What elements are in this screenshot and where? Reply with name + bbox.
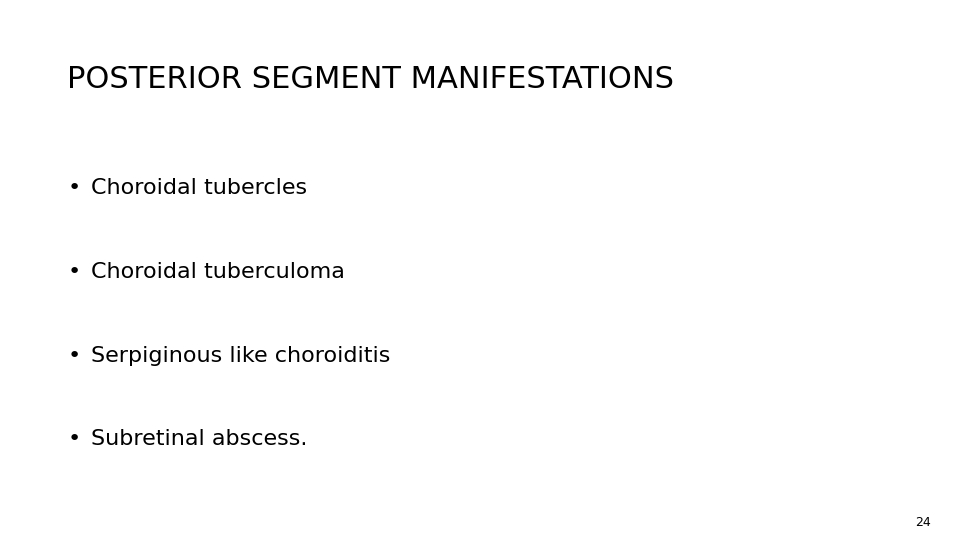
Text: •: •	[67, 178, 81, 198]
Text: •: •	[67, 262, 81, 282]
Text: Choroidal tuberculoma: Choroidal tuberculoma	[91, 262, 345, 282]
Text: 24: 24	[916, 516, 931, 529]
Text: Serpiginous like choroiditis: Serpiginous like choroiditis	[91, 346, 391, 366]
Text: Subretinal abscess.: Subretinal abscess.	[91, 429, 307, 449]
Text: •: •	[67, 429, 81, 449]
Text: •: •	[67, 346, 81, 366]
Text: Choroidal tubercles: Choroidal tubercles	[91, 178, 307, 198]
Text: POSTERIOR SEGMENT MANIFESTATIONS: POSTERIOR SEGMENT MANIFESTATIONS	[67, 65, 674, 94]
